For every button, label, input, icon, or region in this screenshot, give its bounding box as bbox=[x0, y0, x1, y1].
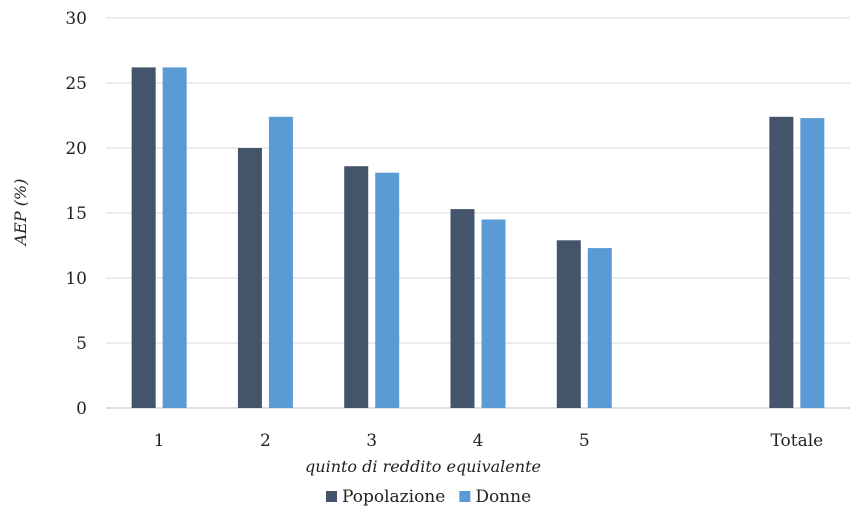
gridlines bbox=[106, 17, 850, 409]
bar-donne-totale bbox=[800, 118, 825, 408]
bar-donne-5 bbox=[587, 248, 612, 408]
bar-donne-2 bbox=[268, 116, 293, 409]
y-tick-label: 30 bbox=[65, 9, 87, 29]
legend-swatch-popolazione bbox=[326, 491, 337, 502]
y-tick-label: 0 bbox=[76, 399, 87, 419]
x-tick-label: 2 bbox=[260, 431, 271, 451]
legend: Popolazione Donne bbox=[326, 487, 531, 507]
y-axis-title: AEP (%) bbox=[11, 179, 30, 248]
x-tick-label: Totale bbox=[770, 431, 823, 451]
bars bbox=[131, 67, 825, 409]
bar-popolazione-totale bbox=[769, 116, 794, 409]
x-tick-label: 4 bbox=[473, 431, 484, 451]
bar-popolazione-2 bbox=[237, 148, 262, 408]
bar-donne-3 bbox=[375, 172, 400, 408]
x-tick-label: 1 bbox=[154, 431, 165, 451]
bar-donne-4 bbox=[481, 219, 506, 408]
x-axis-title: quinto di reddito equivalente bbox=[305, 457, 541, 476]
y-tick-label: 10 bbox=[65, 269, 87, 289]
x-tick-label: 3 bbox=[366, 431, 377, 451]
y-tick-label: 5 bbox=[76, 334, 87, 354]
x-tick-label: 5 bbox=[579, 431, 590, 451]
legend-label-donne: Donne bbox=[475, 487, 531, 507]
y-tick-label: 15 bbox=[65, 204, 87, 224]
y-tick-label: 25 bbox=[65, 74, 87, 94]
bar-popolazione-1 bbox=[131, 67, 156, 409]
bar-popolazione-3 bbox=[344, 166, 369, 408]
legend-swatch-donne bbox=[459, 491, 471, 502]
bar-popolazione-4 bbox=[450, 209, 475, 408]
y-tick-label: 20 bbox=[65, 139, 87, 159]
y-axis-ticks: 0 5 10 15 20 25 30 bbox=[65, 9, 87, 419]
legend-label-popolazione: Popolazione bbox=[342, 487, 445, 507]
bar-donne-1 bbox=[162, 67, 187, 409]
x-axis-ticks: 1 2 3 4 5 Totale bbox=[154, 431, 823, 451]
bar-popolazione-5 bbox=[556, 240, 581, 408]
